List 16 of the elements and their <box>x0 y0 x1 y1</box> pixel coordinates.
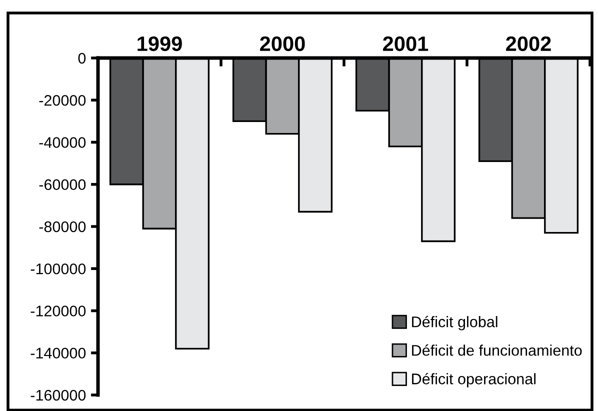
y-tick-label: -120000 <box>30 306 86 316</box>
y-tick-label: -20000 <box>39 94 86 106</box>
legend-label: Déficit de funcionamiento <box>412 344 582 356</box>
legend-label: Déficit global <box>412 316 498 330</box>
x-tick-label: 2001 <box>383 36 428 52</box>
y-tick-label: -140000 <box>30 348 86 359</box>
y-tick-label: -100000 <box>30 263 86 274</box>
x-tick-label: 2000 <box>260 36 305 52</box>
y-tick-label: -80000 <box>39 221 86 232</box>
legend-label: Déficit operacional <box>412 372 536 388</box>
y-tick-label: -60000 <box>39 179 86 190</box>
x-tick-label: 2002 <box>506 36 551 52</box>
x-tick-label: 1999 <box>138 36 182 52</box>
y-tick-label: -40000 <box>39 137 86 148</box>
y-tick-label: -160000 <box>30 390 86 401</box>
y-tick-label: 0 <box>78 52 86 64</box>
